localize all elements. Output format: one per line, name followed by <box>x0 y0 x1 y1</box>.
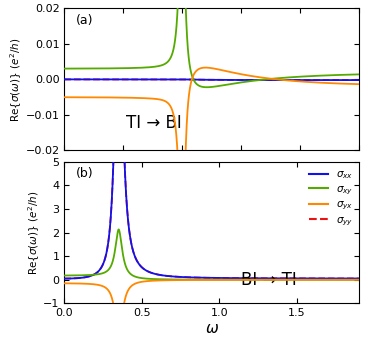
Text: (b): (b) <box>76 167 94 180</box>
Legend: $\sigma_{xx}$, $\sigma_{xy}$, $\sigma_{yx}$, $\sigma_{yy}$: $\sigma_{xx}$, $\sigma_{xy}$, $\sigma_{y… <box>309 170 354 228</box>
Text: (a): (a) <box>76 14 94 27</box>
Text: TI → BI: TI → BI <box>126 114 182 132</box>
X-axis label: $\omega$: $\omega$ <box>205 321 219 336</box>
Text: BI → TI: BI → TI <box>241 271 297 289</box>
Y-axis label: Re{$\sigma(\omega)$} ($e^2/h$): Re{$\sigma(\omega)$} ($e^2/h$) <box>26 190 42 275</box>
Y-axis label: Re{$\sigma(\omega)$} ($e^2/h$): Re{$\sigma(\omega)$} ($e^2/h$) <box>8 37 24 122</box>
